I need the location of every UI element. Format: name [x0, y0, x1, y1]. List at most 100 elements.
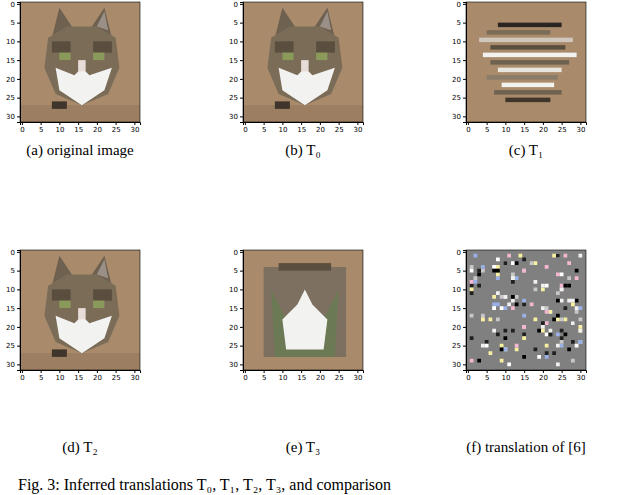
tick: 25: [229, 342, 243, 350]
tick-mark: [240, 23, 243, 24]
tick-label: 25: [335, 126, 344, 134]
axis-line: [21, 371, 141, 374]
x-axis: 051015202530: [466, 370, 586, 382]
tick-mark: [487, 122, 488, 125]
tick-mark: [116, 122, 117, 125]
noise-pixel: [571, 359, 575, 363]
noise-pixel: [556, 299, 560, 303]
tick-mark: [463, 346, 466, 347]
panel: 051015202530051015202530(d) T₂: [6, 249, 140, 456]
tick: 0: [20, 122, 24, 134]
tick-label: 5: [262, 126, 266, 134]
noise-pixel: [534, 288, 538, 292]
noise-pixel: [470, 284, 474, 288]
frame: [466, 250, 586, 370]
noise-pixel: [515, 295, 519, 299]
tick-mark: [17, 79, 20, 80]
tick-label: 30: [576, 126, 585, 134]
tick-label: 25: [558, 374, 567, 382]
tick-label: 30: [229, 113, 238, 121]
streak: [487, 75, 558, 80]
axis-line: [244, 371, 364, 374]
noise-pixel: [545, 321, 549, 325]
noise-pixel: [541, 288, 545, 292]
tick-mark: [41, 370, 42, 373]
tick-mark: [240, 346, 243, 347]
noise-pixel: [515, 348, 519, 352]
noise-pixel: [575, 269, 579, 273]
eye: [59, 53, 70, 61]
tick-label: 10: [55, 374, 64, 382]
axis-line: [463, 251, 467, 371]
stripe: [275, 41, 294, 52]
tick-mark: [463, 308, 466, 309]
noise-pixel: [556, 273, 560, 277]
tick-mark: [240, 364, 243, 365]
x-axis: 051015202530: [20, 122, 140, 134]
tick-label: 25: [6, 94, 15, 102]
tick-label: 15: [6, 305, 15, 313]
eye: [93, 301, 104, 309]
figure-caption: Fig. 3: Inferred translations T₀, T₁, T₂…: [18, 476, 391, 494]
tick: 5: [485, 370, 489, 382]
tick-label: 20: [539, 374, 548, 382]
noise-pixel: [511, 276, 515, 280]
stripe: [316, 41, 335, 52]
tick-label: 30: [6, 113, 15, 121]
stripe: [93, 41, 112, 52]
panel-caption: (d) T₂: [62, 439, 97, 456]
noise-pixel: [549, 333, 553, 337]
frame: [20, 250, 140, 370]
tick-mark: [463, 327, 466, 328]
axis-line: [240, 251, 244, 371]
noise-pixel: [579, 254, 583, 258]
noise-pixel: [545, 344, 549, 348]
tick-mark: [463, 79, 466, 80]
noise-pixel: [492, 306, 496, 310]
head: [267, 26, 342, 105]
tick-mark: [562, 370, 563, 373]
noise-pixel: [504, 348, 508, 352]
noise-pixel: [511, 280, 515, 284]
noise-pixel: [496, 318, 500, 322]
tick-mark: [240, 4, 243, 5]
noise-pixel: [545, 351, 549, 355]
tick: 20: [6, 76, 20, 84]
noise-pixel: [545, 306, 549, 310]
tick-label: 20: [452, 324, 461, 332]
tick-mark: [357, 122, 358, 125]
tick-mark: [580, 122, 581, 125]
noise-pixel: [571, 299, 575, 303]
panel-caption: (a) original image: [26, 142, 134, 159]
tick: 0: [20, 370, 24, 382]
tick-label: 5: [485, 374, 489, 382]
tick-label: 30: [229, 361, 238, 369]
noise-pixel: [571, 340, 575, 344]
x-axis: 051015202530: [466, 122, 586, 134]
tick-mark: [320, 122, 321, 125]
bib: [56, 68, 112, 106]
ear-inner: [97, 11, 108, 30]
noise-pixel: [575, 276, 579, 280]
noise-pixel: [541, 321, 545, 325]
tick: 20: [452, 324, 466, 332]
noise-pixel: [579, 318, 583, 322]
tick-mark: [116, 370, 117, 373]
background: [466, 250, 586, 370]
noise-pixel: [496, 258, 500, 262]
panel-caption: (f) translation of [6]: [466, 439, 586, 456]
noise-pixel: [515, 261, 519, 265]
tick: 15: [452, 57, 466, 65]
tick-mark: [463, 271, 466, 272]
noise-pixel: [560, 340, 564, 344]
tick-label: 15: [297, 126, 306, 134]
tick-mark: [463, 98, 466, 99]
tick-mark: [17, 346, 20, 347]
paw-shadow: [52, 101, 67, 109]
background-shade: [20, 105, 140, 122]
tick: 25: [452, 94, 466, 102]
tick: 20: [93, 370, 102, 382]
tick-mark: [78, 370, 79, 373]
tick: 30: [6, 113, 20, 121]
tick-mark: [240, 60, 243, 61]
